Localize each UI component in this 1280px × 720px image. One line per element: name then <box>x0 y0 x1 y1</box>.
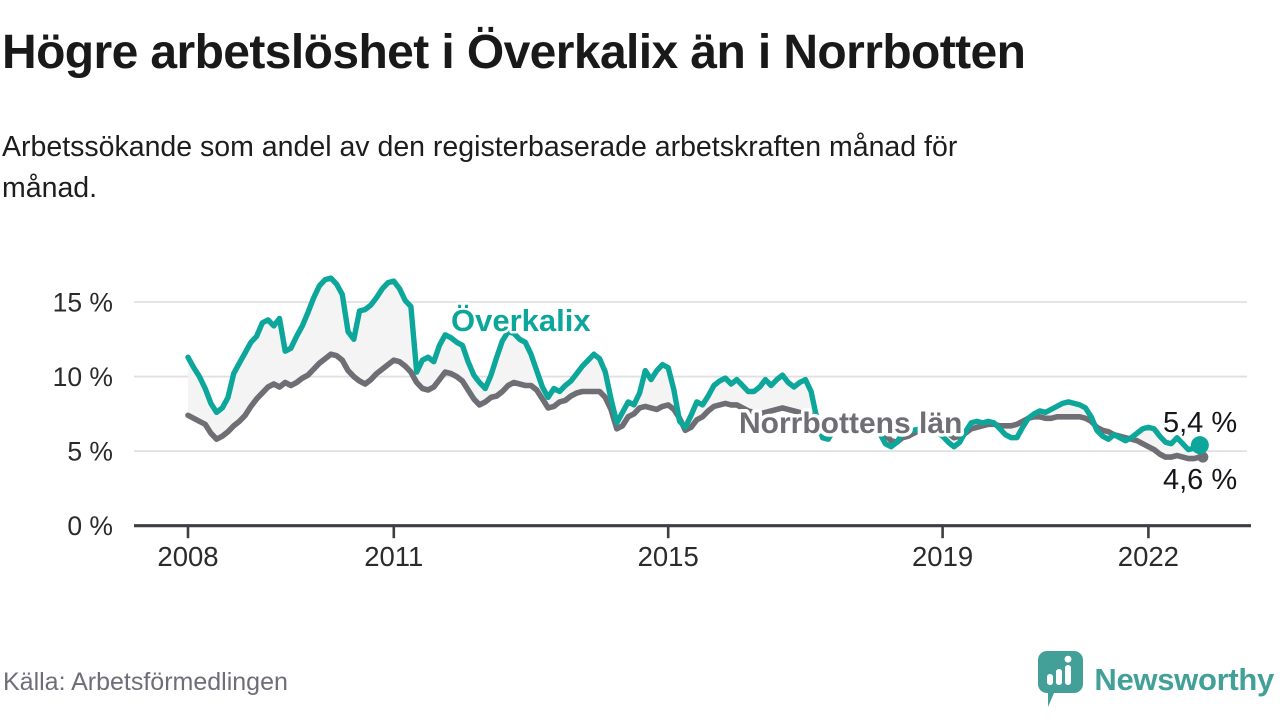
series-label-overkalix: Överkalix <box>451 303 591 338</box>
source-attribution: Källa: Arbetsförmedlingen <box>3 668 288 696</box>
y-tick-label-15pct: 15 % <box>53 288 113 318</box>
series-lines-layer <box>185 275 1203 462</box>
overkalix-line <box>185 275 1203 453</box>
y-tick-label-5pct: 5 % <box>67 437 113 467</box>
axis-layer <box>134 524 1251 539</box>
end-dots-layer <box>1190 436 1209 463</box>
x-tick-label-2022: 2022 <box>1118 541 1179 572</box>
y-tick-label-10pct: 10 % <box>53 362 113 392</box>
axis-labels-layer: 2008 2011 2015 2019 2022 0 % 5 % 10 % 15 % <box>53 288 1179 572</box>
newsworthy-brand-text: Newsworthy <box>1094 661 1274 697</box>
x-tick-label-2019: 2019 <box>912 541 973 572</box>
chart-subtitle: Arbetssökande som andel av den registerb… <box>2 131 958 204</box>
x-tick-label-2011: 2011 <box>364 541 423 572</box>
page-title: Högre arbetslöshet i Överkalix än i Norr… <box>2 26 1026 79</box>
series-label-norrbotten: Norrbottens län <box>739 407 962 440</box>
end-value-label-overkalix: 5,4 % <box>1163 407 1237 439</box>
norrbotten-end-dot <box>1197 451 1209 463</box>
end-value-label-norrbotten: 4,6 % <box>1163 464 1237 496</box>
overkalix-end-dot <box>1190 436 1209 455</box>
series-band-layer <box>188 278 1200 459</box>
newsworthy-brand-link[interactable]: Newsworthy <box>1037 650 1274 709</box>
x-tick-label-2015: 2015 <box>638 541 699 572</box>
y-tick-label-0pct: 0 % <box>67 511 113 541</box>
newsworthy-logo-icon <box>1038 651 1084 707</box>
series-difference-band <box>188 278 1200 459</box>
x-tick-label-2008: 2008 <box>157 541 218 572</box>
